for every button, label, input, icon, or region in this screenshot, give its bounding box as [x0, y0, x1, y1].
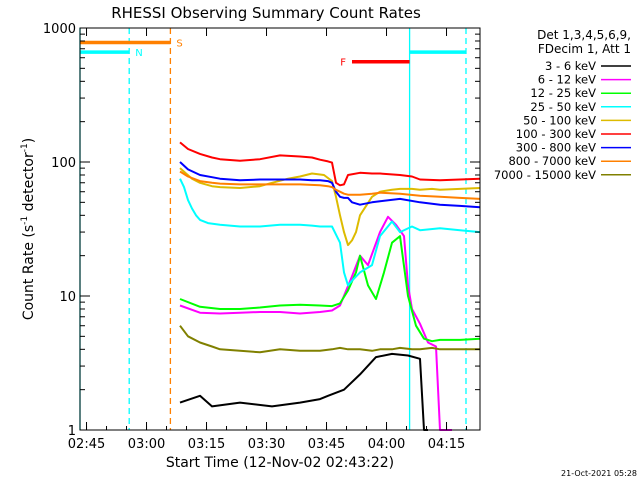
legend-header-line-2: FDecim 1, Att 1: [538, 42, 631, 56]
y-tick-label-2: 100: [51, 156, 76, 171]
series-line-1: [179, 215, 452, 431]
y-tick-label-0: 1: [68, 424, 76, 439]
flag-label-s: S: [176, 38, 182, 49]
legend-label-8: 7000 - 15000 keV: [494, 168, 596, 182]
x-axis: 02:45 03:00 03:15 03:30 03:45 04:00 04:15: [68, 28, 468, 452]
x-tick-label-3: 03:30: [248, 437, 285, 452]
y-axis-label-main: Count Rate (s: [21, 225, 37, 320]
y-axis: 1 10 100 1000: [43, 22, 480, 439]
x-tick-label-4: 03:45: [308, 437, 345, 452]
series-line-7: [179, 170, 481, 200]
legend-label-4: 50 - 100 keV: [523, 113, 596, 127]
series-line-0: [179, 352, 428, 431]
y-axis-label-mid: detector: [21, 152, 37, 216]
x-tick-label-1: 03:00: [128, 437, 165, 452]
series-line-5: [179, 141, 481, 187]
y-axis-label-end: ): [21, 138, 37, 143]
series-line-8: [179, 325, 480, 354]
x-tick-label-0: 02:45: [68, 437, 105, 452]
y-tick-label-3: 1000: [43, 22, 76, 37]
legend-label-7: 800 - 7000 keV: [508, 154, 596, 168]
series-layer: [179, 141, 481, 431]
plot-frame: [79, 27, 481, 431]
legend: Det 1,3,4,5,6,9, FDecim 1, Att 1 3 - 6 k…: [494, 28, 631, 182]
legend-label-1: 6 - 12 keV: [538, 73, 596, 87]
y-axis-label: Count Rate (s-1 detector-1): [20, 138, 37, 320]
x-axis-label: Start Time (12-Nov-02 02:43:22): [166, 455, 394, 471]
y-axis-label-sup1: -1: [20, 216, 30, 225]
legend-label-2: 12 - 25 keV: [530, 86, 596, 100]
legend-label-0: 3 - 6 keV: [545, 59, 596, 73]
flag-label-n: N: [135, 48, 142, 59]
y-axis-label-sup2: -1: [20, 143, 30, 152]
legend-label-3: 25 - 50 keV: [530, 100, 596, 114]
footer-timestamp: 21-Oct-2021 05:28: [561, 469, 637, 478]
flag-bars: S N F: [80, 38, 466, 69]
chart-title: RHESSI Observing Summary Count Rates: [111, 4, 421, 22]
series-line-2: [179, 235, 481, 343]
series-line-4: [179, 167, 481, 247]
x-tick-label-6: 04:15: [428, 437, 465, 452]
x-tick-label-5: 04:00: [368, 437, 405, 452]
x-tick-label-2: 03:15: [188, 437, 225, 452]
series-line-3: [179, 178, 481, 287]
legend-label-5: 100 - 300 keV: [516, 127, 596, 141]
legend-label-6: 300 - 800 keV: [516, 141, 596, 155]
y-tick-label-1: 10: [59, 290, 76, 305]
legend-header-line-1: Det 1,3,4,5,6,9,: [537, 28, 631, 42]
flag-label-f: F: [340, 58, 346, 69]
